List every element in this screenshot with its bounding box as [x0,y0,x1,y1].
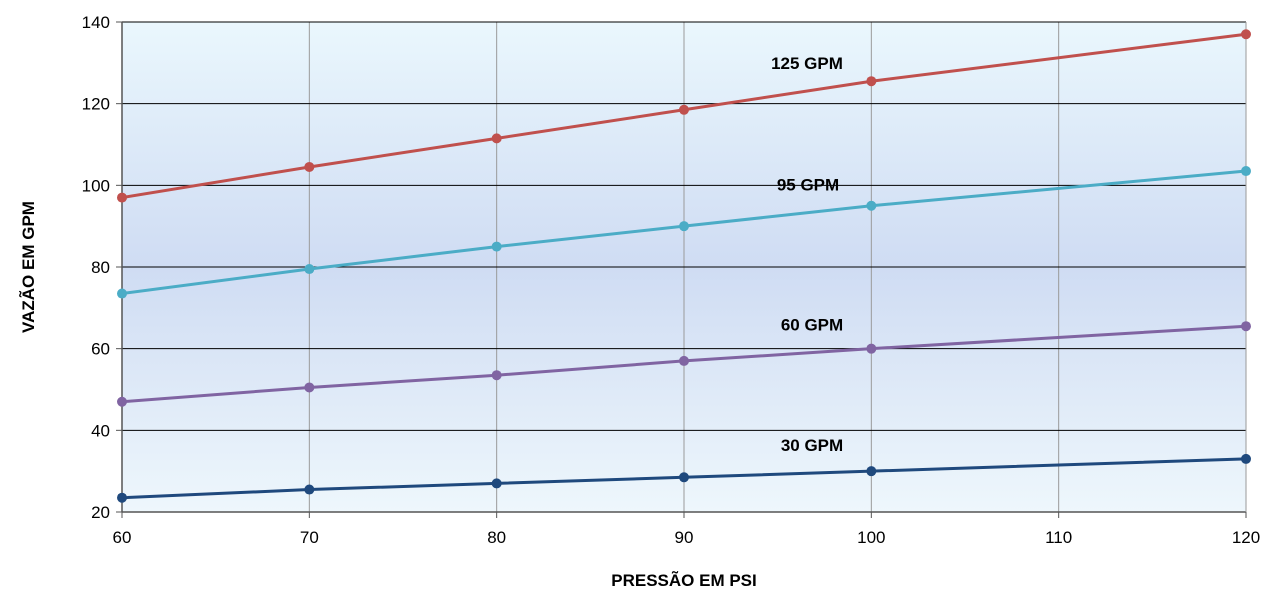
data-point [117,288,127,299]
x-tick-label: 80 [487,528,506,547]
data-point [1241,166,1251,177]
data-point [491,241,502,252]
data-point [866,200,877,211]
series-labels: 125 GPM 95 GPM 60 GPM 30 GPM [771,54,843,455]
data-point [679,221,689,232]
series-label: 60 GPM [781,316,843,335]
data-point [304,382,315,393]
data-point [679,472,689,483]
data-point [679,355,689,366]
data-point [1241,29,1251,40]
x-tick-label: 100 [857,528,885,547]
x-tick-label: 70 [300,528,319,547]
y-tick-label: 40 [91,421,110,440]
data-point [866,76,877,87]
x-axis-title: PRESSÃO EM PSI [611,570,756,590]
data-point [1241,321,1251,332]
data-point [117,492,127,503]
y-tick-label: 100 [82,176,110,195]
series-lines [117,29,1251,503]
series-line [120,457,1248,500]
data-point [866,466,877,477]
series-label: 95 GPM [777,176,839,195]
data-point [491,478,502,489]
y-tick-label: 20 [91,503,110,522]
x-tick-label: 120 [1232,528,1260,547]
data-point [117,396,127,407]
y-tick-label: 80 [91,258,110,277]
series-label: 125 GPM [771,54,843,73]
data-point [304,264,315,275]
data-point [304,161,315,172]
y-tick-label: 140 [82,13,110,32]
series-line [120,324,1248,404]
series-line [120,32,1248,200]
series-line [120,169,1248,296]
y-tick-label: 60 [91,340,110,359]
data-point [304,484,315,495]
data-point [491,133,502,144]
axes: 20 40 60 80 100 120 140 60 70 80 90 100 110 120 [82,13,1261,547]
data-point [866,343,877,354]
y-tick-label: 120 [82,95,110,114]
data-point [1241,453,1251,464]
x-tick-label: 60 [113,528,132,547]
series-label: 30 GPM [781,436,843,455]
data-point [679,104,689,115]
x-tick-label: 110 [1045,528,1072,547]
data-point [491,370,502,381]
x-tick-label: 90 [675,528,694,547]
y-axis-title: VAZÃO EM GPM [18,201,38,333]
data-point [117,192,127,203]
